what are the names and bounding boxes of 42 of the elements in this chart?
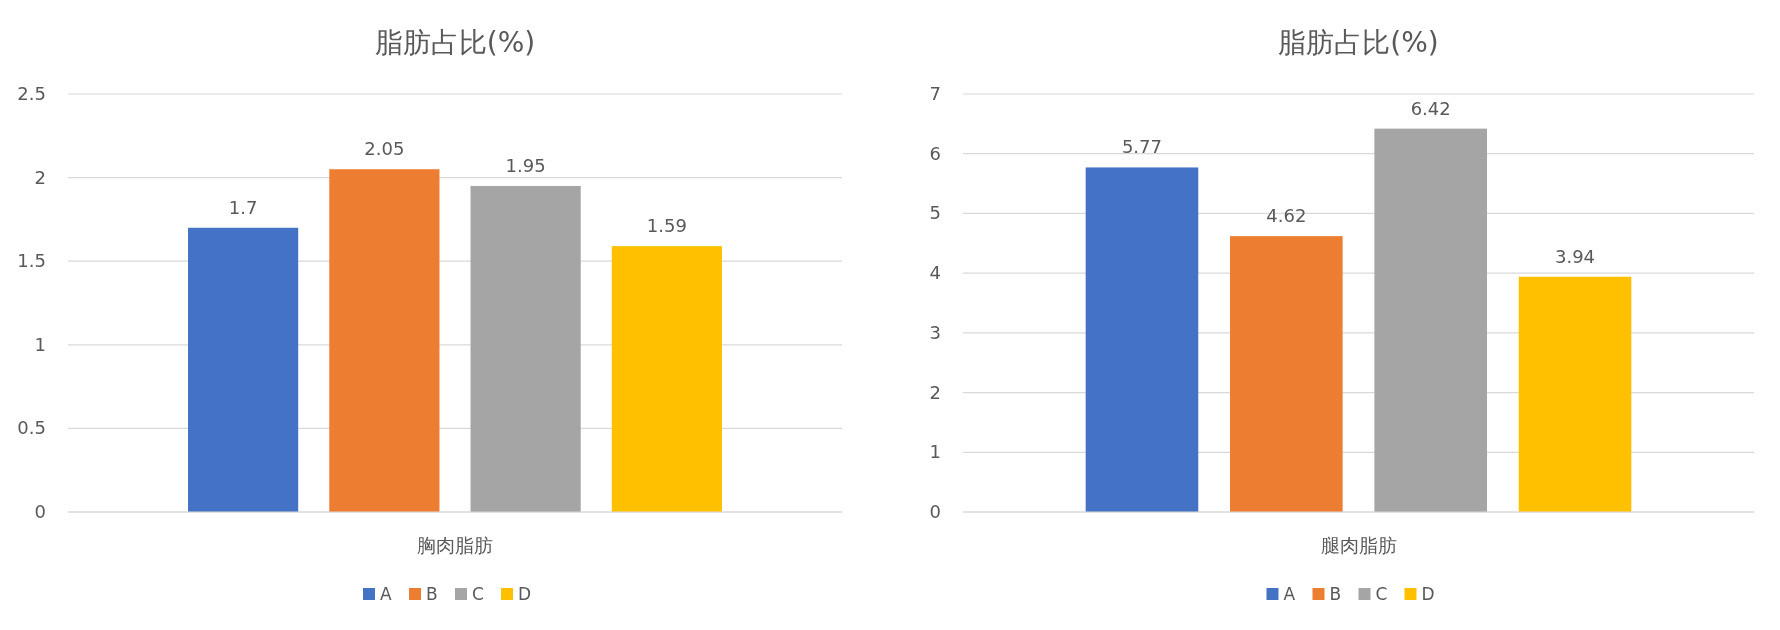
legend-label: C — [472, 584, 484, 604]
legend-label: D — [518, 584, 532, 604]
y-tick-label: 7 — [929, 83, 941, 104]
legend-label: D — [1421, 584, 1435, 604]
bar — [188, 227, 299, 512]
bar — [1518, 276, 1632, 512]
legend-label: A — [380, 584, 392, 604]
y-tick-label: 5 — [929, 202, 941, 224]
x-tick-label: 胸肉脂肪 — [417, 534, 493, 556]
y-tick-label: 2 — [34, 166, 46, 188]
legend-label: B — [1329, 584, 1342, 604]
y-tick-label: 6 — [929, 142, 941, 164]
bar — [611, 246, 722, 512]
y-tick-label: 1.5 — [17, 250, 46, 272]
y-tick-label: 0 — [929, 501, 941, 522]
y-tick-label: 2 — [929, 381, 941, 403]
data-label: 1.59 — [646, 215, 687, 237]
data-label: 5.77 — [1121, 136, 1162, 158]
data-label: 2.05 — [364, 138, 405, 160]
y-tick-label: 2.5 — [17, 83, 46, 104]
data-label: 1.95 — [505, 154, 546, 176]
legend-label: C — [1375, 584, 1388, 604]
y-tick-label: 4 — [929, 262, 941, 284]
data-label: 3.94 — [1555, 245, 1596, 267]
bar — [470, 185, 581, 512]
chart-title: 脂肪占比(%) — [1278, 26, 1439, 59]
y-tick-label: 1 — [929, 441, 941, 463]
chart-title: 脂肪占比(%) — [374, 26, 536, 59]
data-label: 4.62 — [1266, 205, 1307, 227]
x-tick-label: 腿肉脂肪 — [1320, 534, 1397, 556]
legend-label: B — [426, 584, 438, 604]
data-label: 1.7 — [228, 196, 258, 218]
y-tick-label: 0.5 — [17, 417, 46, 439]
legend-label: A — [1283, 584, 1296, 604]
y-tick-label: 0 — [34, 501, 46, 522]
bar — [329, 169, 440, 512]
y-tick-label: 3 — [929, 321, 941, 343]
bar — [1085, 167, 1199, 512]
data-label: 6.42 — [1410, 97, 1451, 119]
bar — [1374, 128, 1487, 512]
bar — [1230, 236, 1343, 512]
y-tick-label: 1 — [34, 333, 46, 355]
